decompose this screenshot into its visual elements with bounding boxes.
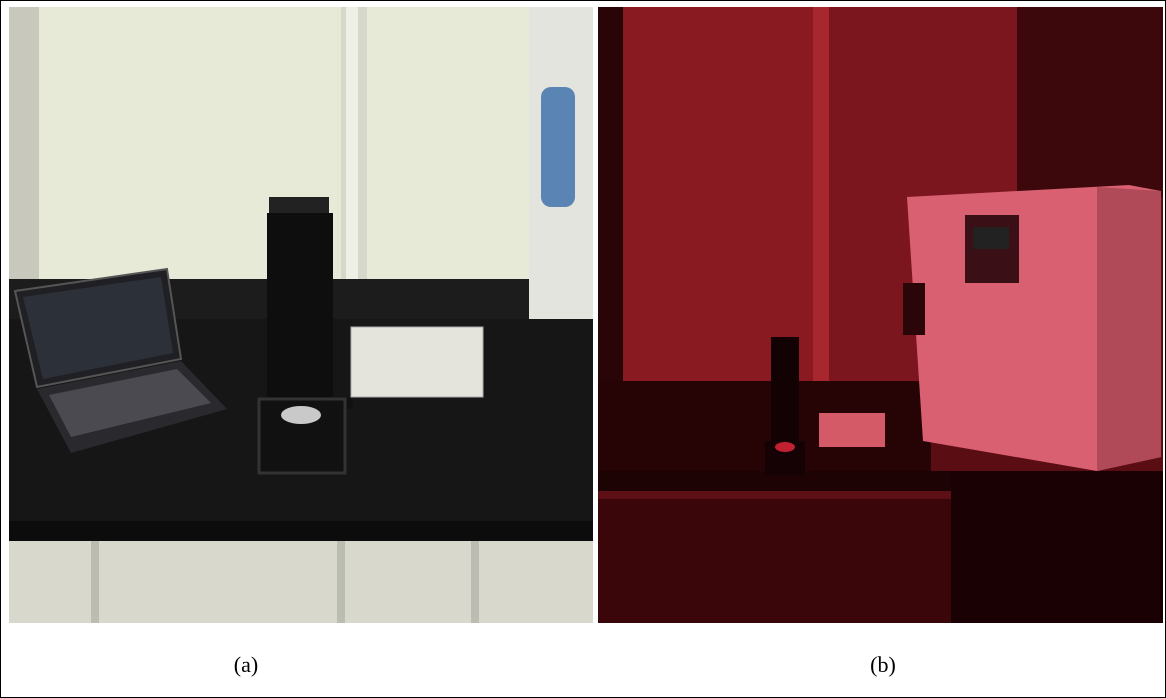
figure-canvas: (a) (b): [1, 1, 1165, 697]
caption: (a): [234, 652, 258, 677]
photo-a: [9, 7, 593, 623]
photo-b: [598, 7, 1163, 623]
figure: (a) (b): [0, 0, 1166, 698]
caption: (b): [870, 652, 896, 677]
